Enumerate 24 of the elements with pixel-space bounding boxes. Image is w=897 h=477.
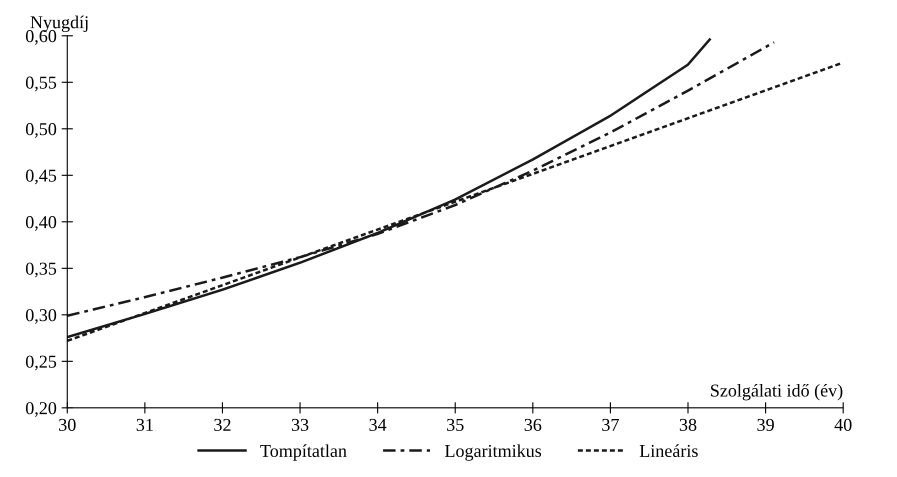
x-tick-label: 40 xyxy=(834,418,852,431)
x-tick-label: 30 xyxy=(59,418,76,431)
y-tick-label: 0,50 xyxy=(26,123,56,138)
y-tick-label: 0,30 xyxy=(26,309,56,324)
x-tick-label: 34 xyxy=(369,418,386,431)
legend-label: Lineáris xyxy=(640,444,698,458)
x-tick-label: 33 xyxy=(292,418,308,431)
y-tick-label: 0,40 xyxy=(26,216,56,231)
legend-label: Tompítatlan xyxy=(260,444,347,461)
x-axis-title: Szolgálati idő (év) xyxy=(711,384,842,400)
y-tick-label: 0,55 xyxy=(26,76,56,92)
y-tick-label: 0,60 xyxy=(26,30,56,45)
x-tick-label: 37 xyxy=(602,418,619,431)
x-tick-label: 32 xyxy=(214,418,230,431)
x-tick-label: 38 xyxy=(680,418,696,431)
y-tick-label: 0,25 xyxy=(26,356,56,370)
x-tick-label: 39 xyxy=(757,418,774,431)
y-tick-label: 0,35 xyxy=(26,262,56,278)
x-tick-label: 35 xyxy=(447,418,464,431)
y-tick-label: 0,45 xyxy=(26,170,56,184)
y-tick-label: 0,20 xyxy=(26,402,56,417)
x-tick-label: 36 xyxy=(524,418,542,431)
legend-label: Logaritmikus xyxy=(444,444,542,461)
x-tick-label: 31 xyxy=(136,418,153,431)
